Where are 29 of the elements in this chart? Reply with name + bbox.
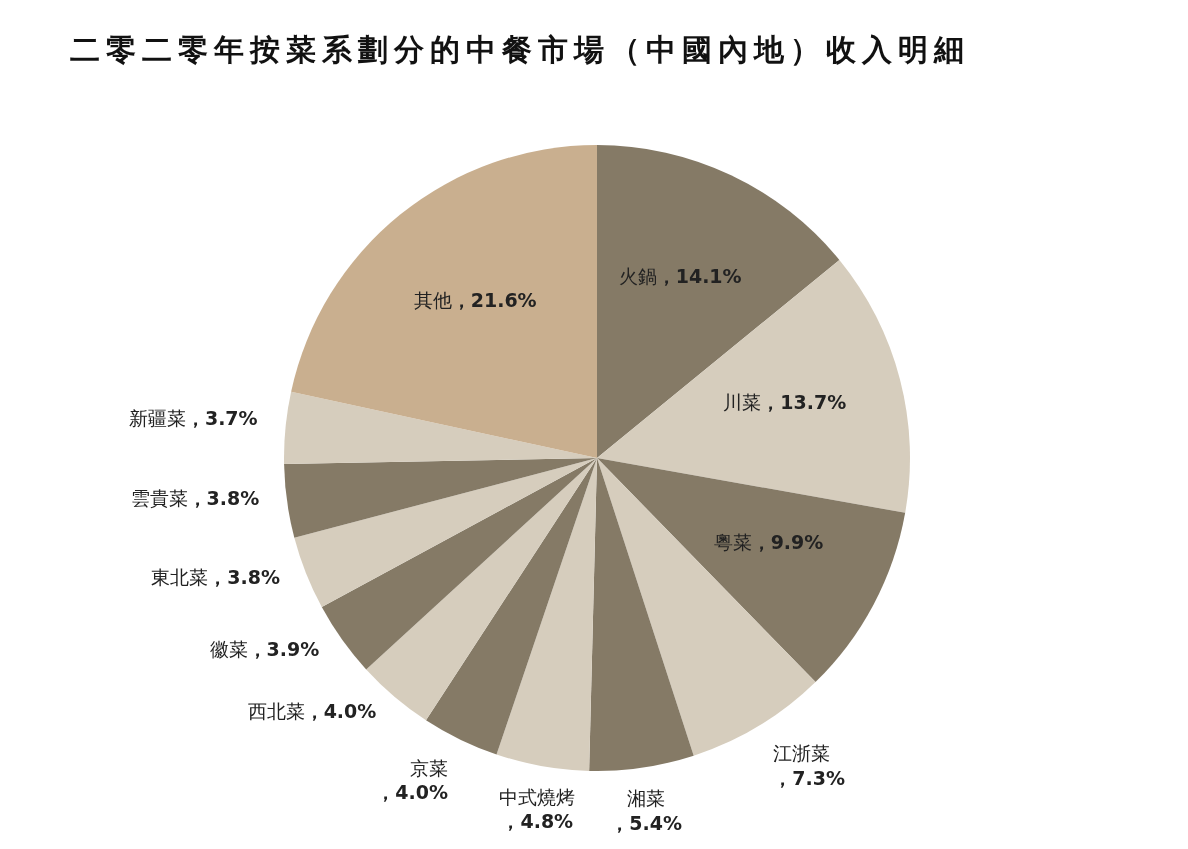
data-label: ，4.0% bbox=[376, 781, 448, 804]
data-label: ，5.4% bbox=[610, 812, 682, 835]
slice-label: 湘菜 bbox=[627, 787, 666, 810]
slice-label: 其他 bbox=[413, 288, 452, 311]
slice-label: 新疆菜 bbox=[128, 406, 186, 429]
data-label: ，9.9% bbox=[751, 530, 824, 553]
chart-title: 二零二零年按菜系劃分的中餐市場（中國內地）收入明細 bbox=[70, 32, 970, 67]
data-label: ，3.9% bbox=[247, 637, 320, 660]
slice-label: 東北菜 bbox=[151, 565, 209, 588]
slice-label: 京菜 bbox=[409, 756, 448, 779]
pie-slice bbox=[597, 260, 910, 513]
data-label: ，7.3% bbox=[773, 766, 846, 789]
data-label: ，21.6% bbox=[451, 288, 537, 311]
data-label: ，14.1% bbox=[656, 264, 742, 287]
slice-label: 川菜 bbox=[723, 391, 762, 414]
data-label: ，4.8% bbox=[501, 810, 574, 833]
slice-label: 西北菜 bbox=[247, 699, 305, 722]
slice-label: 徽菜 bbox=[209, 637, 248, 660]
data-label: ，3.8% bbox=[187, 486, 260, 509]
data-label: ，3.8% bbox=[208, 565, 280, 588]
slice-label: 中式燒烤 bbox=[499, 785, 576, 808]
slice-label: 火鍋 bbox=[618, 264, 657, 287]
slice-label: 江浙菜 bbox=[773, 741, 831, 764]
data-label: ，13.7% bbox=[761, 391, 847, 414]
slice-label: 雲貴菜 bbox=[130, 486, 188, 509]
data-label: ，4.0% bbox=[304, 699, 377, 722]
pie-slice bbox=[291, 145, 597, 458]
data-label: ，3.7% bbox=[185, 406, 258, 429]
slice-label: 粵菜 bbox=[713, 530, 752, 553]
